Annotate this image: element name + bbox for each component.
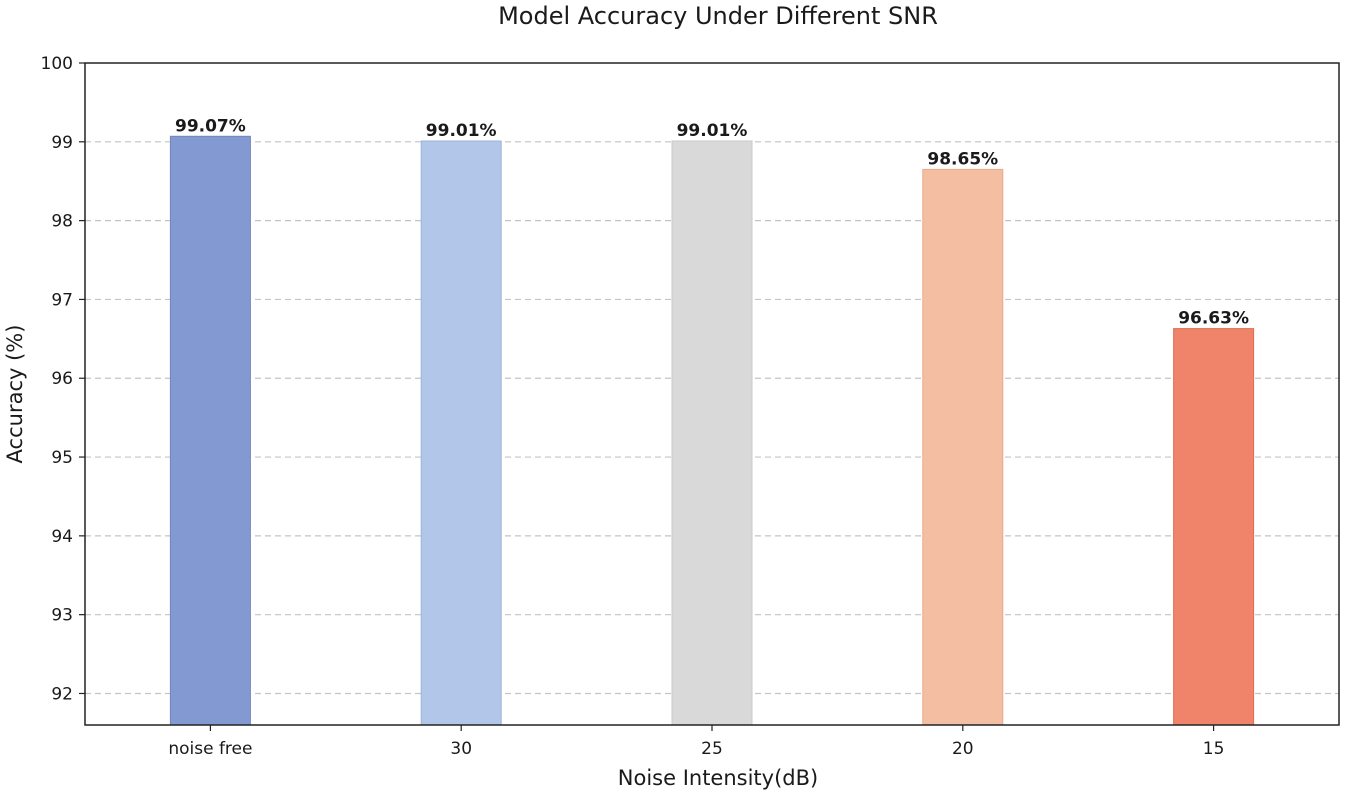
bar: [420, 140, 502, 726]
y-tick-label: 99: [51, 133, 73, 153]
chart-title: Model Accuracy Under Different SNR: [498, 2, 938, 30]
x-tick-label: 15: [1203, 739, 1225, 759]
bar: [671, 140, 753, 726]
y-tick-label: 92: [51, 684, 73, 704]
x-tick-label: noise free: [168, 739, 252, 759]
y-axis-label: Accuracy (%): [3, 325, 27, 464]
y-tick-label: 100: [41, 54, 73, 74]
x-tick-label: 25: [701, 739, 723, 759]
bar: [1173, 328, 1255, 726]
x-tick-label: 20: [952, 739, 974, 759]
data-labels: 99.07% 99.01% 99.01% 98.65% 96.63%: [175, 116, 1249, 328]
x-axis-label: Noise Intensity(dB): [618, 766, 818, 790]
y-tick-label: 96: [51, 369, 73, 389]
y-tick-label: 93: [51, 606, 73, 626]
bar-value-label: 98.65%: [927, 149, 998, 169]
y-tick-label: 97: [51, 290, 73, 310]
gridlines: [85, 141, 1339, 695]
bars: [169, 135, 1255, 726]
x-tick-label: 30: [450, 739, 472, 759]
x-axis: noise free 30 25 20 15: [168, 725, 1224, 759]
bar-value-label: 96.63%: [1178, 309, 1249, 329]
bar: [169, 135, 251, 726]
y-tick-label: 94: [51, 527, 73, 547]
bar-value-label: 99.07%: [175, 116, 246, 136]
y-axis: 92 93 94 95 96 97 98 99 100: [41, 54, 85, 704]
bar-value-label: 99.01%: [426, 121, 497, 141]
bar: [922, 168, 1004, 726]
bar-value-label: 99.01%: [677, 121, 748, 141]
y-tick-label: 98: [51, 212, 73, 232]
y-tick-label: 95: [51, 448, 73, 468]
